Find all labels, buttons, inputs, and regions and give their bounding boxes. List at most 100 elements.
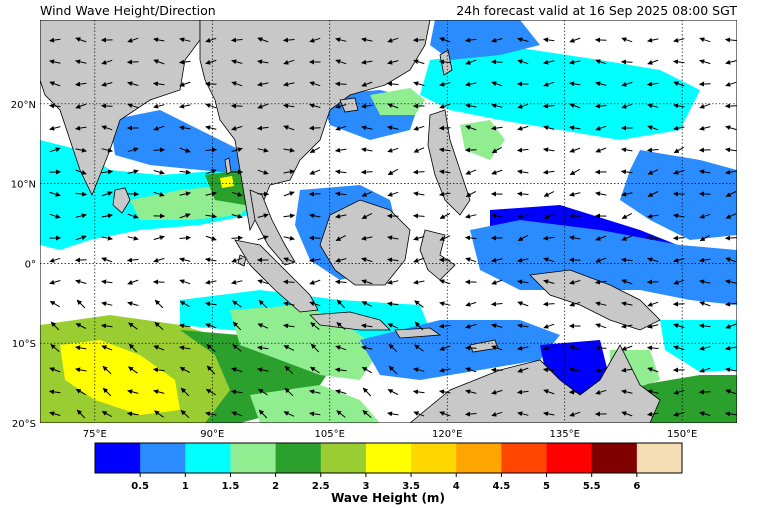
direction-arrow — [725, 81, 737, 87]
land-malay-peninsula — [249, 189, 296, 266]
direction-arrow — [621, 323, 633, 329]
direction-arrow — [101, 103, 113, 109]
direction-arrow — [569, 345, 581, 351]
direction-arrow — [128, 343, 138, 353]
wave-band-2-2.5m — [630, 375, 737, 423]
colorbar-swatch — [140, 443, 186, 473]
direction-arrow — [361, 279, 373, 285]
direction-arrow — [284, 387, 294, 397]
direction-arrow — [283, 37, 295, 43]
direction-arrow — [673, 191, 685, 197]
direction-arrow — [257, 169, 269, 175]
land-northern-australia — [409, 344, 661, 423]
direction-arrow — [153, 59, 165, 65]
direction-arrow — [101, 301, 113, 307]
direction-arrow — [153, 147, 165, 153]
direction-arrow — [205, 213, 217, 219]
direction-arrow — [257, 59, 269, 65]
direction-arrow — [413, 81, 425, 87]
colorbar-swatch — [95, 443, 141, 473]
direction-arrow — [75, 235, 87, 241]
direction-arrow — [699, 301, 711, 307]
direction-arrow — [439, 59, 451, 65]
direction-arrow — [361, 81, 373, 87]
direction-arrow — [725, 301, 737, 307]
direction-arrow — [491, 213, 503, 219]
direction-arrow — [153, 103, 165, 109]
direction-arrow — [231, 191, 243, 197]
direction-arrow — [699, 257, 711, 263]
direction-arrow — [75, 169, 87, 175]
direction-arrow — [491, 146, 503, 154]
direction-arrow — [517, 125, 529, 131]
direction-arrow — [439, 411, 451, 417]
direction-arrow — [647, 411, 659, 417]
direction-arrow — [102, 387, 112, 397]
direction-arrow — [647, 301, 659, 307]
direction-arrow — [75, 125, 87, 131]
direction-arrow — [335, 234, 347, 242]
direction-arrow — [699, 125, 711, 131]
direction-arrow — [205, 147, 217, 153]
direction-arrow — [439, 367, 451, 373]
direction-arrow — [621, 37, 633, 43]
direction-arrow — [101, 81, 113, 87]
direction-arrow — [335, 191, 347, 197]
direction-arrow — [647, 147, 659, 153]
direction-arrow — [517, 234, 529, 242]
direction-arrow — [387, 168, 399, 176]
direction-arrow — [179, 125, 191, 131]
wave-band-0.5-1m — [110, 110, 255, 175]
direction-arrow — [257, 81, 269, 87]
direction-arrow — [309, 81, 321, 87]
land-hainan — [339, 97, 359, 113]
direction-arrow — [127, 301, 139, 307]
direction-arrow — [543, 301, 555, 307]
direction-arrow — [205, 279, 217, 285]
direction-arrow — [595, 191, 607, 197]
direction-arrow — [283, 147, 295, 153]
direction-arrow — [75, 257, 87, 263]
direction-arrow — [439, 191, 451, 197]
direction-arrow — [257, 235, 269, 241]
direction-arrow — [205, 411, 217, 417]
direction-arrow — [491, 169, 503, 175]
direction-arrow — [387, 125, 399, 131]
direction-arrow — [335, 125, 347, 131]
direction-arrow — [465, 411, 477, 417]
direction-arrow — [621, 235, 633, 241]
colorbar-swatch — [275, 443, 322, 473]
direction-arrow — [725, 59, 737, 65]
direction-arrow — [543, 147, 555, 153]
direction-arrow — [49, 213, 61, 219]
direction-arrow — [257, 367, 269, 373]
direction-arrow — [699, 81, 711, 87]
direction-arrow — [414, 321, 424, 331]
direction-arrow — [387, 103, 399, 109]
direction-arrow — [439, 81, 451, 87]
direction-arrow — [75, 279, 87, 285]
latitude-tick-label: 10°S — [12, 339, 36, 350]
direction-arrow — [439, 301, 451, 307]
direction-arrow — [517, 389, 529, 395]
direction-arrow — [310, 322, 320, 330]
direction-arrow — [127, 279, 139, 285]
direction-arrow — [439, 257, 451, 263]
direction-arrow — [725, 279, 737, 285]
direction-arrow — [49, 257, 61, 263]
direction-arrow — [49, 367, 61, 373]
direction-arrow — [621, 81, 633, 87]
direction-arrow — [517, 37, 529, 43]
direction-arrow — [517, 59, 529, 65]
direction-arrow — [231, 213, 243, 219]
direction-arrow — [595, 147, 607, 153]
direction-arrow — [283, 81, 295, 87]
direction-arrow — [517, 279, 529, 285]
direction-arrow — [257, 345, 269, 351]
direction-arrow — [465, 389, 477, 395]
direction-arrow — [102, 365, 112, 375]
direction-arrow — [517, 103, 529, 109]
direction-arrow — [621, 411, 633, 417]
direction-arrow — [127, 257, 139, 263]
direction-arrow — [154, 299, 164, 309]
